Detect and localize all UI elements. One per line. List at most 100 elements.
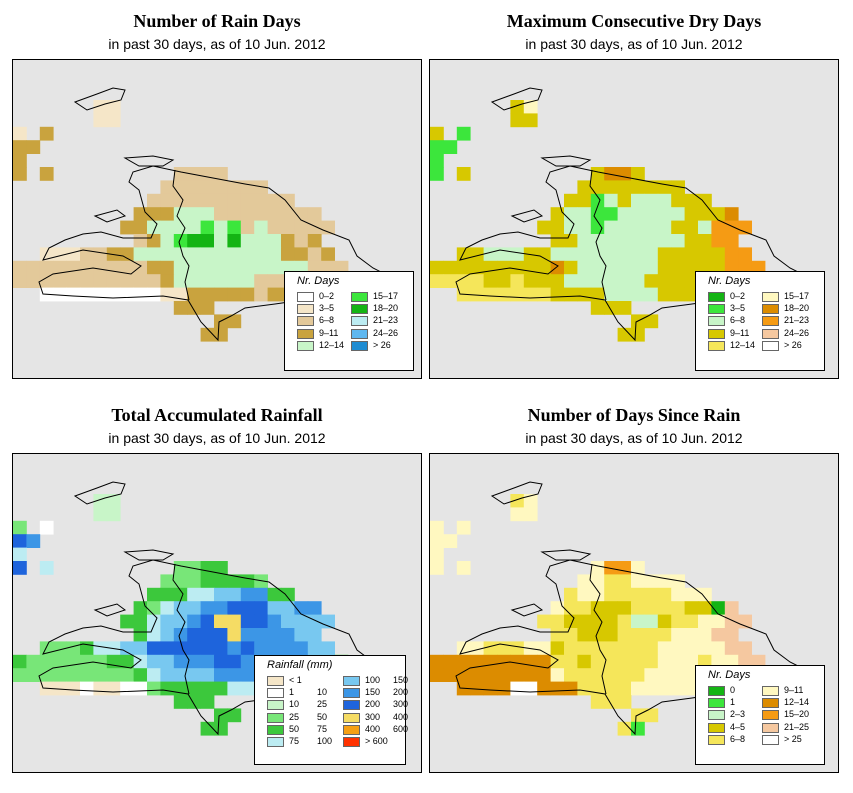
- grid-cell: [321, 247, 335, 262]
- grid-cell: [227, 193, 242, 208]
- legend: Rainfall (mm) < 1 1 10 10 25 25 50 50 75 75 100 100…: [254, 655, 409, 765]
- legend-label: > 26: [373, 339, 391, 350]
- panel-title: Total Accumulated Rainfall: [111, 405, 323, 425]
- grid-cell: [26, 668, 41, 682]
- legend: Nr. Days 0–2 3–5 6–8 9–11 12–14 15–17 18–20 21–…: [284, 271, 414, 371]
- legend-swatch: [267, 700, 284, 711]
- grid-cell: [724, 641, 739, 656]
- grid-cell: [657, 681, 672, 696]
- grid-cell: [564, 207, 578, 221]
- grid-cell: [267, 641, 282, 656]
- grid-cell: [590, 587, 605, 602]
- grid-cell: [200, 695, 215, 709]
- legend-label: 15–17: [373, 291, 399, 301]
- grid-cell: [240, 574, 255, 589]
- legend-swatch: [267, 737, 284, 747]
- grid-cell: [281, 628, 295, 642]
- legend-swatch: [708, 722, 725, 733]
- grid-cell: [227, 601, 242, 615]
- grid-cell: [200, 220, 215, 235]
- grid-cell: [738, 247, 752, 262]
- grid-cell: [240, 193, 255, 208]
- grid-cell: [53, 287, 67, 302]
- legend-label-upper: 300: [393, 699, 409, 710]
- grid-cell: [711, 641, 726, 656]
- grid-cell: [564, 260, 578, 275]
- grid-cell: [254, 220, 268, 235]
- grid-cell: [240, 287, 255, 302]
- grid-cell: [604, 180, 618, 195]
- grid-cell: [617, 695, 632, 709]
- grid-cell: [617, 247, 632, 262]
- grid-cell: [187, 641, 201, 656]
- grid-cell: [631, 574, 645, 589]
- map-area[interactable]: Rainfall (mm) < 1 1 10 10 25 25 50 50 75 75 100 100…: [12, 453, 422, 773]
- grid-cell: [631, 628, 645, 642]
- grid-cell: [173, 274, 188, 288]
- grid-cell: [430, 167, 444, 181]
- grid-cell: [698, 193, 712, 208]
- grid-cell: [577, 180, 592, 195]
- grid-cell: [240, 628, 255, 642]
- grid-cell: [294, 614, 309, 629]
- grid-cell: [523, 100, 538, 114]
- grid-cell: [173, 220, 188, 235]
- grid-cell: [66, 641, 81, 656]
- grid-cell: [711, 234, 726, 248]
- legend-label: 9–11: [319, 327, 339, 338]
- grid-cell: [106, 507, 121, 522]
- legend-swatch: [297, 328, 314, 339]
- legend-swatch: [762, 328, 779, 339]
- grid-cell: [644, 247, 659, 262]
- grid-cell: [510, 287, 525, 302]
- grid-cell: [53, 247, 67, 262]
- grid-cell: [430, 668, 444, 682]
- grid-cell: [39, 561, 54, 575]
- legend-swatch: [351, 340, 368, 351]
- grid-cell: [497, 287, 511, 302]
- grid-cell: [254, 614, 268, 629]
- grid-cell: [267, 247, 282, 262]
- grid-cell: [510, 654, 525, 669]
- grid-cell: [644, 314, 659, 329]
- grid-cell: [617, 601, 632, 615]
- legend-label: 21–23: [784, 315, 810, 326]
- grid-cell: [214, 247, 228, 262]
- grid-cell: [13, 668, 27, 682]
- grid-cell: [657, 574, 672, 589]
- grid-cell: [590, 220, 605, 235]
- grid-cell: [307, 247, 322, 262]
- grid-cell: [39, 668, 54, 682]
- grid-cell: [631, 327, 645, 342]
- grid-cell: [483, 287, 498, 302]
- grid-cell: [240, 587, 255, 602]
- grid-cell: [604, 614, 618, 629]
- grid-cell: [13, 561, 27, 575]
- grid-cell: [657, 668, 672, 682]
- grid-cell: [644, 668, 659, 682]
- grid-cell: [120, 641, 134, 656]
- legend-swatch: [762, 340, 779, 351]
- map-area[interactable]: Nr. Days 0–2 3–5 6–8 9–11 12–14 15–17 18–20 21–…: [12, 59, 422, 379]
- grid-cell: [443, 140, 458, 154]
- grid-cell: [254, 260, 268, 275]
- grid-cell: [523, 494, 538, 508]
- grid-cell: [227, 287, 242, 302]
- legend-swatch: [351, 292, 368, 302]
- grid-cell: [214, 167, 228, 181]
- map-area[interactable]: Nr. Days 0 1 2–3 4–5 6–8 9–11 12–14 15–20 21–25 >…: [429, 453, 839, 773]
- grid-cell: [147, 601, 161, 615]
- grid-cell: [698, 207, 712, 221]
- legend-label: < 1: [289, 675, 302, 685]
- legend-title: Nr. Days: [297, 275, 340, 287]
- panel-days-since-rain: Number of Days Since Rain in past 30 day…: [429, 402, 839, 773]
- grid-cell: [227, 574, 242, 589]
- grid-cell: [133, 207, 148, 221]
- legend-label-upper: 600: [393, 723, 409, 734]
- legend-swatch: [762, 734, 779, 745]
- grid-cell: [430, 547, 444, 562]
- grid-cell: [470, 260, 484, 275]
- map-area[interactable]: Nr. Days 0–2 3–5 6–8 9–11 12–14 15–17 18–20 21–…: [429, 59, 839, 379]
- grid-cell: [187, 193, 201, 208]
- grid-cell: [617, 628, 632, 642]
